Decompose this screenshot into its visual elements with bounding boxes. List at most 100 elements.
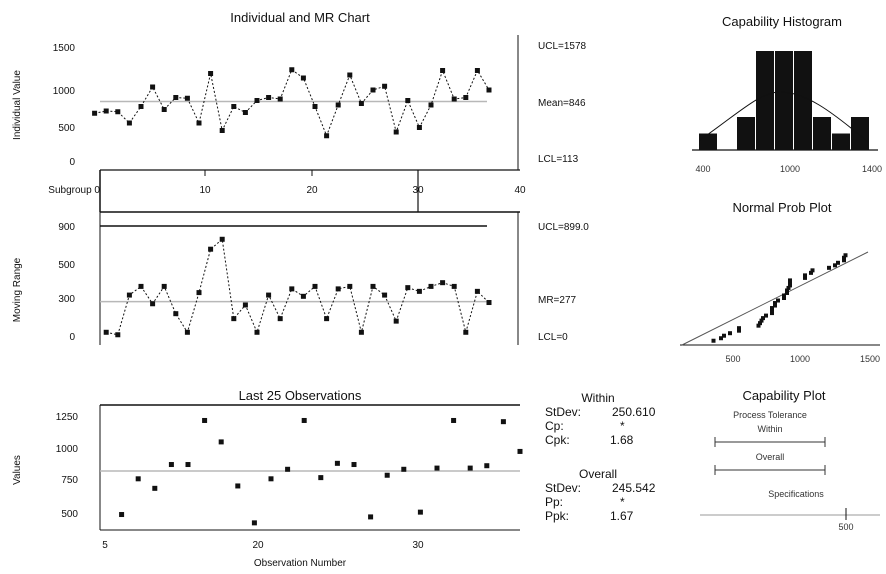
individual-point	[405, 98, 411, 103]
moving-range-point	[440, 280, 446, 286]
cap-specs-label: Specifications	[768, 489, 824, 499]
individual-point	[208, 71, 214, 76]
last25-point	[500, 419, 506, 425]
individual-point	[103, 108, 109, 114]
normplot-point	[737, 328, 741, 333]
individual-point	[486, 87, 492, 93]
moving-range-point	[103, 329, 109, 335]
normplot-point	[788, 278, 792, 283]
individual-mean-label: Mean=846	[538, 98, 586, 109]
capability-plot: Process Tolerance Within Overall Specifi…	[700, 410, 880, 532]
last25-xtick: 20	[252, 540, 264, 551]
normplot-point	[728, 331, 732, 336]
within-heading: Within	[581, 391, 614, 405]
individual-lcl-label: LCL=113	[538, 154, 579, 165]
individual-point	[440, 68, 446, 73]
normplot-point	[785, 290, 789, 295]
last25-point	[434, 465, 440, 471]
histogram-bar	[832, 133, 850, 150]
moving-range-point	[463, 329, 469, 335]
mr-center-label: MR=277	[538, 295, 577, 306]
moving-range-point	[277, 316, 283, 322]
individual-point	[335, 102, 341, 108]
normplot-point	[722, 333, 726, 338]
individual-point	[161, 107, 167, 112]
individual-chart-title: Individual and MR Chart	[230, 10, 370, 25]
moving-range-point	[300, 293, 306, 299]
mr-lcl-label: LCL=0	[538, 332, 568, 343]
cap-within-label: Within	[757, 424, 782, 434]
normplot-point	[764, 313, 768, 318]
normplot-point	[836, 260, 840, 265]
moving-range-point	[115, 332, 121, 338]
normplot-point	[786, 285, 791, 290]
mr-ytick: 300	[58, 294, 75, 305]
moving-range-point	[150, 301, 156, 307]
normplot-point	[758, 321, 762, 326]
normplot-point	[770, 306, 774, 311]
normplot-point	[788, 280, 792, 285]
moving-range-point	[358, 329, 364, 335]
normplot-point	[782, 296, 786, 300]
mr-ytick: 0	[69, 332, 75, 343]
moving-range-point	[208, 246, 214, 252]
individual-point	[428, 102, 434, 108]
last25-point	[301, 417, 307, 423]
normplot-point	[761, 316, 765, 321]
last25-point	[135, 476, 141, 482]
mr-ylabel: Moving Range	[12, 257, 23, 322]
individual-chart: 1500 1000 500 0 Subgroup 0 10 20 30 40 U…	[48, 35, 587, 213]
cap-process-label: Process Tolerance	[733, 410, 807, 420]
within-stdev-label: StDev:	[545, 405, 581, 419]
histogram-bar	[756, 51, 774, 150]
individual-xtick: Subgroup 0	[48, 185, 100, 196]
moving-range-line	[106, 238, 490, 336]
within-cp-label: Cp:	[545, 419, 564, 433]
within-stdev-value: 250.610	[612, 405, 656, 419]
last25-ytick: 750	[61, 475, 78, 486]
moving-range-point	[219, 236, 225, 242]
overall-heading: Overall	[579, 467, 617, 481]
last25-point	[351, 462, 357, 468]
individual-line	[94, 68, 490, 138]
individual-point	[173, 95, 179, 100]
last25-point	[218, 439, 224, 445]
individual-point	[231, 104, 237, 109]
last25-point	[451, 417, 457, 423]
individual-point	[138, 104, 144, 109]
last25-point	[185, 462, 191, 468]
moving-range-point	[289, 286, 295, 292]
moving-range-point	[126, 292, 132, 298]
individual-point	[393, 129, 399, 135]
cap-overall-label: Overall	[756, 452, 785, 462]
moving-range-point	[254, 329, 260, 335]
normal-plot-title: Normal Prob Plot	[733, 200, 832, 215]
individual-point	[184, 95, 190, 101]
last25-point	[484, 463, 490, 469]
individual-point	[242, 110, 248, 115]
normal-prob-plot: 500 1000 1500	[680, 251, 880, 364]
overall-ppk-label: Ppk:	[545, 509, 569, 523]
normplot-point	[843, 253, 848, 258]
moving-range-point	[486, 300, 492, 306]
capability-plot-title: Capability Plot	[742, 388, 825, 403]
overall-pp-value: *	[620, 495, 625, 509]
individual-xtick: 40	[514, 185, 526, 196]
last25-title: Last 25 Observations	[239, 388, 362, 403]
mr-ucl-label: UCL=899.0	[538, 222, 589, 233]
last25-xtick: 5	[102, 540, 108, 551]
moving-range-point	[393, 318, 399, 324]
normplot-point	[842, 255, 846, 260]
last25-point	[417, 509, 423, 515]
individual-point	[92, 110, 98, 116]
moving-range-point	[405, 285, 411, 291]
last25-point	[251, 520, 257, 526]
last25-point	[334, 460, 340, 466]
moving-range-point	[335, 286, 341, 292]
normplot-point	[759, 318, 764, 323]
moving-range-chart: 900 500 300 0 UCL=899.0 MR=277 LCL=0	[58, 212, 589, 345]
individual-point	[416, 125, 422, 130]
last25-point	[285, 466, 291, 472]
moving-range-point	[196, 290, 202, 296]
individual-point	[474, 68, 480, 73]
